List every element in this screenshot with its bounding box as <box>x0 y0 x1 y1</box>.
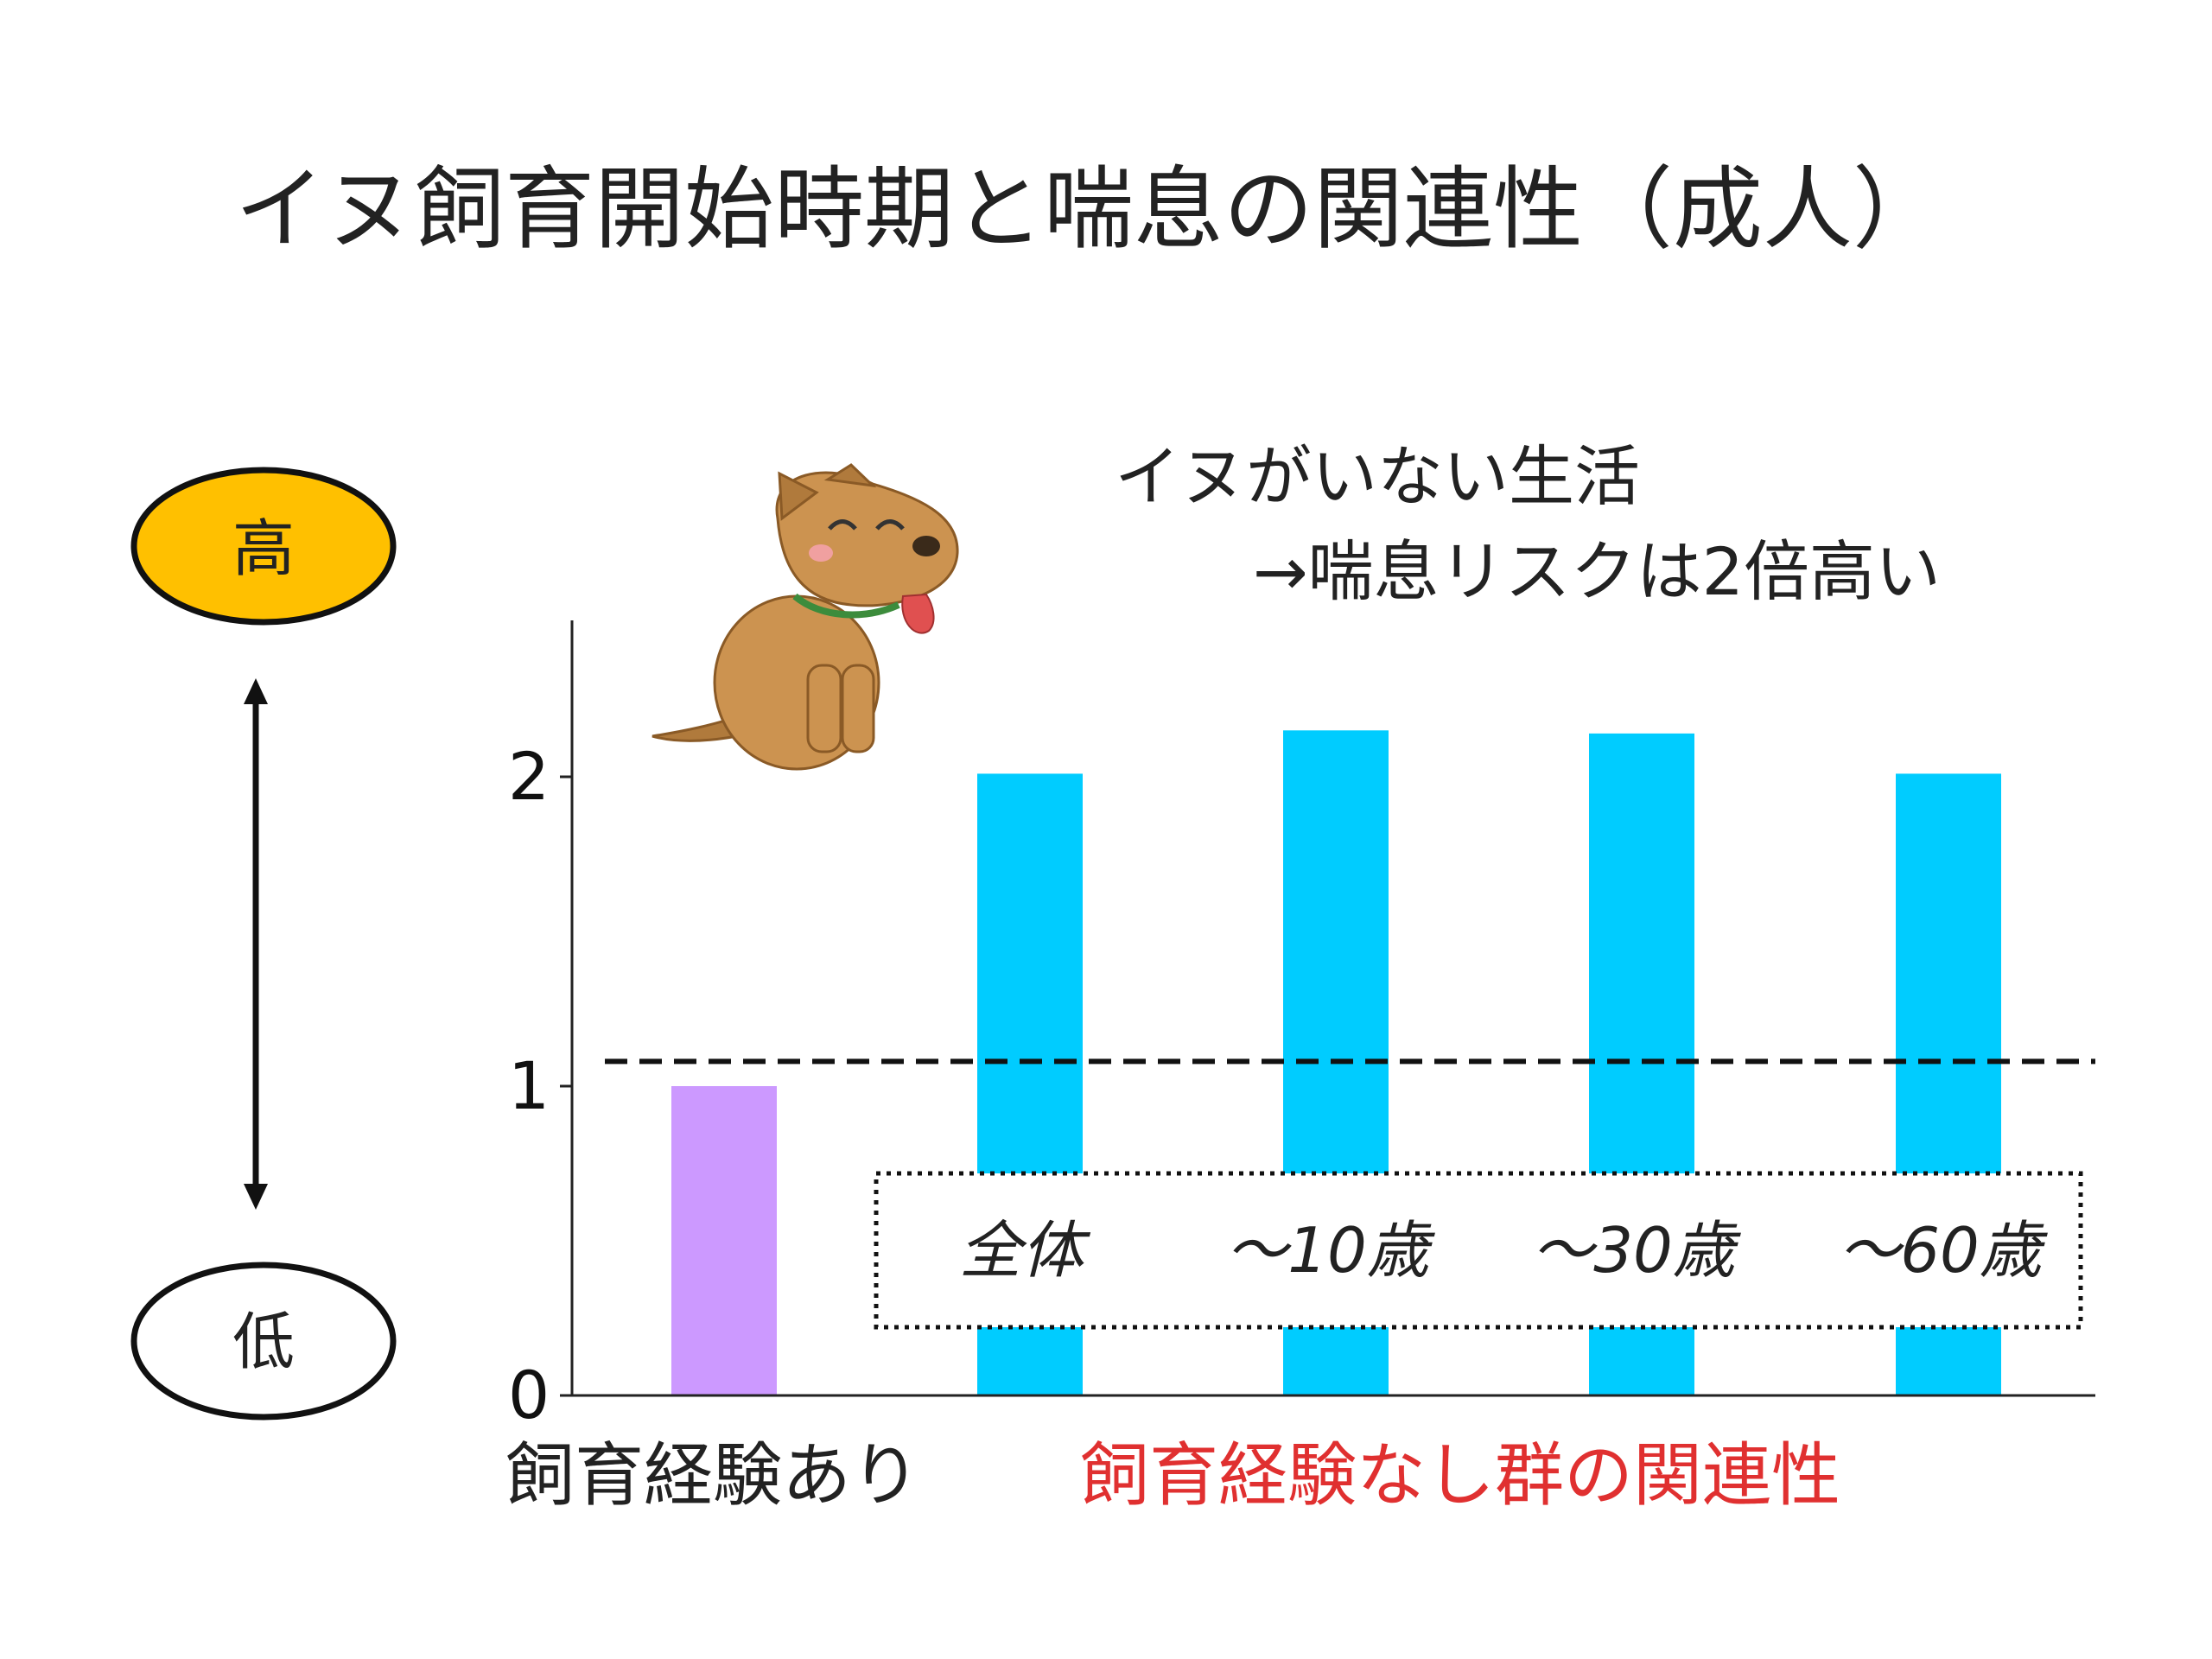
annotation-line1: イヌがいない生活 <box>1115 438 1640 515</box>
group-label: 飼育経験なし群の関連性 <box>1080 1435 1840 1516</box>
low-label: 低 <box>232 1306 295 1378</box>
category-label: 〜60歳 <box>1838 1214 2049 1287</box>
y-tick-label: 2 <box>508 738 550 815</box>
bar-chart: 0 1 2 全体 〜10歳 〜30歳 〜60歳 飼育経験あり 飼育経験なし群の関連性 <box>505 620 2095 1516</box>
y-tick-label: 0 <box>508 1357 550 1433</box>
reference-category-label: 飼育経験あり <box>505 1435 920 1516</box>
annotation-line2: →喘息リスクは2倍高い <box>1253 533 1941 610</box>
category-label-box <box>874 1171 2083 1330</box>
scale-arrow-down-icon <box>244 1184 268 1210</box>
bar-0 <box>671 1086 777 1395</box>
risk-scale: 高 低 <box>130 467 397 1421</box>
category-label: 全体 <box>959 1214 1091 1287</box>
high-label: 高 <box>232 512 295 585</box>
y-tick-label: 1 <box>508 1047 550 1124</box>
dog-illustration <box>652 463 959 771</box>
page-title: イヌ飼育開始時期と喘息の関連性（成人） <box>235 156 1942 262</box>
low-ellipse <box>130 1262 397 1421</box>
category-label: 〜10歳 <box>1225 1214 1436 1287</box>
high-ellipse <box>130 467 397 626</box>
category-label: 〜30歳 <box>1531 1214 1742 1287</box>
scale-arrow-up-icon <box>244 678 268 704</box>
